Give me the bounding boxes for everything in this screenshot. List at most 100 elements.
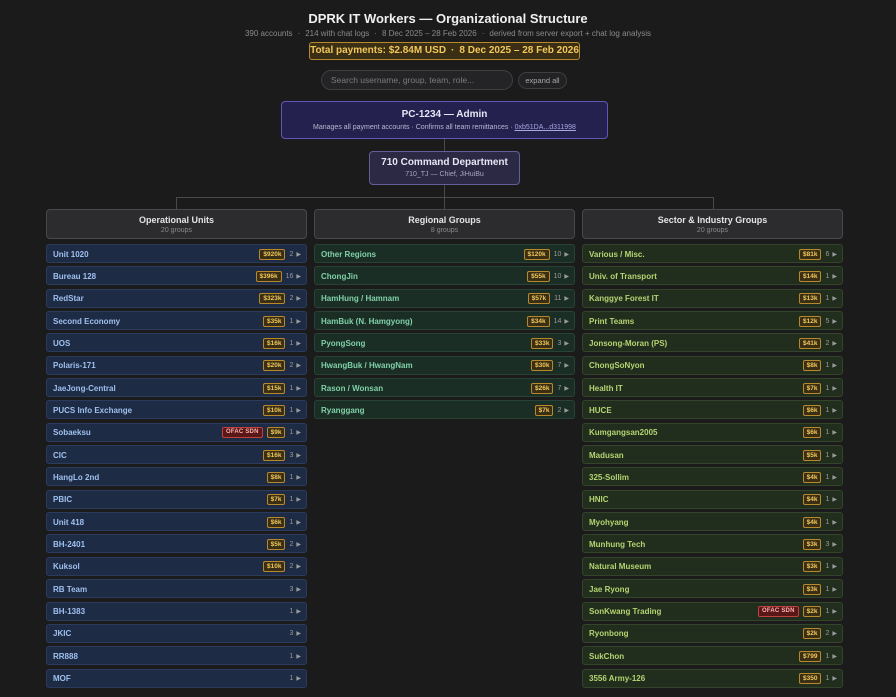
- expand-arrow-icon[interactable]: ▶: [296, 363, 301, 370]
- group-row[interactable]: 3556 Army-126 $350 1 ▶: [582, 668, 843, 688]
- expand-arrow-icon[interactable]: ▶: [296, 385, 301, 392]
- group-row[interactable]: Kuksol $10k 2 ▶: [46, 556, 307, 576]
- expand-arrow-icon[interactable]: ▶: [832, 631, 837, 638]
- expand-arrow-icon[interactable]: ▶: [832, 251, 837, 258]
- group-row[interactable]: PyongSong $33k 3 ▶: [314, 333, 575, 353]
- group-row[interactable]: Other Regions $120k 10 ▶: [314, 244, 575, 263]
- group-row[interactable]: Kumgangsan2005 $6k 1 ▶: [582, 422, 843, 442]
- column-header-ops[interactable]: Operational Units 20 groups: [46, 209, 307, 239]
- group-row[interactable]: Jonsong-Moran (PS) $41k 2 ▶: [582, 333, 843, 353]
- expand-arrow-icon[interactable]: ▶: [296, 631, 301, 638]
- expand-arrow-icon[interactable]: ▶: [832, 609, 837, 615]
- group-row[interactable]: Natural Museum $3k 1 ▶: [582, 556, 843, 576]
- group-row[interactable]: HUCE $6k 1 ▶: [582, 400, 843, 420]
- expand-arrow-icon[interactable]: ▶: [832, 407, 837, 414]
- expand-arrow-icon[interactable]: ▶: [832, 452, 837, 459]
- expand-arrow-icon[interactable]: ▶: [296, 609, 301, 615]
- expand-arrow-icon[interactable]: ▶: [832, 519, 837, 526]
- expand-arrow-icon[interactable]: ▶: [832, 653, 837, 660]
- column-header-sector[interactable]: Sector & Industry Groups 20 groups: [582, 209, 843, 239]
- expand-arrow-icon[interactable]: ▶: [564, 340, 569, 347]
- group-row[interactable]: Univ. of Transport $14k 1 ▶: [582, 266, 843, 286]
- expand-arrow-icon[interactable]: ▶: [296, 430, 301, 437]
- expand-arrow-icon[interactable]: ▶: [296, 586, 301, 593]
- search-input[interactable]: [321, 70, 513, 90]
- group-row[interactable]: Unit 418 $6k 1 ▶: [46, 512, 307, 532]
- expand-arrow-icon[interactable]: ▶: [564, 296, 569, 303]
- expand-arrow-icon[interactable]: ▶: [832, 430, 837, 437]
- expand-arrow-icon[interactable]: ▶: [296, 407, 301, 414]
- group-row[interactable]: Health IT $7k 1 ▶: [582, 378, 843, 398]
- group-row[interactable]: HamBuk (N. Hamgyong) $34k 14 ▶: [314, 311, 575, 331]
- expand-arrow-icon[interactable]: ▶: [296, 296, 301, 303]
- group-row[interactable]: Bureau 128 $396k 16 ▶: [46, 266, 307, 286]
- expand-arrow-icon[interactable]: ▶: [296, 273, 301, 280]
- expand-arrow-icon[interactable]: ▶: [296, 497, 301, 504]
- expand-arrow-icon[interactable]: ▶: [832, 296, 837, 303]
- group-row[interactable]: SukChon $799 1 ▶: [582, 646, 843, 666]
- group-row[interactable]: ChongJin $55k 10 ▶: [314, 266, 575, 286]
- expand-arrow-icon[interactable]: ▶: [832, 340, 837, 347]
- group-row[interactable]: JKIC 3 ▶: [46, 623, 307, 643]
- expand-arrow-icon[interactable]: ▶: [564, 251, 569, 258]
- expand-all-button[interactable]: expand all: [518, 72, 567, 89]
- admin-node[interactable]: PC-1234 — Admin Manages all payment acco…: [281, 101, 608, 139]
- expand-arrow-icon[interactable]: ▶: [832, 474, 837, 481]
- group-row[interactable]: Jae Ryong $3k 1 ▶: [582, 579, 843, 599]
- group-row[interactable]: Myohyang $4k 1 ▶: [582, 512, 843, 532]
- column-header-regional[interactable]: Regional Groups 8 groups: [314, 209, 575, 239]
- group-row[interactable]: RR888 1 ▶: [46, 646, 307, 666]
- group-row[interactable]: Madusan $5k 1 ▶: [582, 445, 843, 465]
- wallet-address-link[interactable]: 0xb51DA...d311998: [514, 124, 576, 131]
- group-row[interactable]: Second Economy $35k 1 ▶: [46, 311, 307, 331]
- expand-arrow-icon[interactable]: ▶: [564, 318, 569, 325]
- group-row[interactable]: Rason / Wonsan $26k 7 ▶: [314, 378, 575, 398]
- group-row[interactable]: HangLo 2nd $8k 1 ▶: [46, 467, 307, 487]
- expand-arrow-icon[interactable]: ▶: [832, 318, 837, 325]
- expand-arrow-icon[interactable]: ▶: [564, 385, 569, 392]
- expand-arrow-icon[interactable]: ▶: [832, 273, 837, 280]
- group-row[interactable]: RB Team 3 ▶: [46, 579, 307, 599]
- expand-arrow-icon[interactable]: ▶: [832, 385, 837, 392]
- expand-arrow-icon[interactable]: ▶: [296, 564, 301, 571]
- group-row[interactable]: CIC $16k 3 ▶: [46, 445, 307, 465]
- group-row[interactable]: MOF 1 ▶: [46, 668, 307, 688]
- group-row[interactable]: HwangBuk / HwangNam $30k 7 ▶: [314, 355, 575, 375]
- expand-arrow-icon[interactable]: ▶: [832, 497, 837, 504]
- group-row[interactable]: Ryanggang $7k 2 ▶: [314, 400, 575, 420]
- expand-arrow-icon[interactable]: ▶: [296, 452, 301, 459]
- expand-arrow-icon[interactable]: ▶: [296, 251, 301, 258]
- expand-arrow-icon[interactable]: ▶: [296, 519, 301, 526]
- expand-arrow-icon[interactable]: ▶: [296, 653, 301, 660]
- expand-arrow-icon[interactable]: ▶: [832, 586, 837, 593]
- expand-arrow-icon[interactable]: ▶: [832, 564, 837, 571]
- expand-arrow-icon[interactable]: ▶: [296, 318, 301, 325]
- group-row[interactable]: UOS $16k 1 ▶: [46, 333, 307, 353]
- expand-arrow-icon[interactable]: ▶: [296, 340, 301, 347]
- group-row[interactable]: Ryonbong $2k 2 ▶: [582, 623, 843, 643]
- group-row[interactable]: Kanggye Forest IT $13k 1 ▶: [582, 288, 843, 308]
- group-row[interactable]: HamHung / Hamnam $57k 11 ▶: [314, 288, 575, 308]
- group-row[interactable]: Print Teams $12k 5 ▶: [582, 311, 843, 331]
- group-row[interactable]: SonKwang Trading OFAC SDN $2k 1 ▶: [582, 601, 843, 621]
- expand-arrow-icon[interactable]: ▶: [564, 273, 569, 280]
- group-row[interactable]: JaeJong-Central $15k 1 ▶: [46, 378, 307, 398]
- expand-arrow-icon[interactable]: ▶: [832, 676, 837, 683]
- group-row[interactable]: Unit 1020 $920k 2 ▶: [46, 244, 307, 263]
- expand-arrow-icon[interactable]: ▶: [296, 474, 301, 481]
- group-row[interactable]: Various / Misc. $81k 6 ▶: [582, 244, 843, 263]
- expand-arrow-icon[interactable]: ▶: [296, 676, 301, 683]
- group-row[interactable]: 325-Sollim $4k 1 ▶: [582, 467, 843, 487]
- group-row[interactable]: ChongSoNyon $8k 1 ▶: [582, 355, 843, 375]
- group-row[interactable]: BH-1383 1 ▶: [46, 601, 307, 621]
- group-row[interactable]: PBIC $7k 1 ▶: [46, 489, 307, 509]
- expand-arrow-icon[interactable]: ▶: [832, 541, 837, 548]
- group-row[interactable]: Polaris-171 $20k 2 ▶: [46, 355, 307, 375]
- expand-arrow-icon[interactable]: ▶: [564, 363, 569, 370]
- expand-arrow-icon[interactable]: ▶: [564, 407, 569, 414]
- group-row[interactable]: HNIC $4k 1 ▶: [582, 489, 843, 509]
- expand-arrow-icon[interactable]: ▶: [296, 541, 301, 548]
- dept-node[interactable]: 710 Command Department 710_TJ — Chief, J…: [369, 151, 520, 185]
- group-row[interactable]: PUCS Info Exchange $10k 1 ▶: [46, 400, 307, 420]
- group-row[interactable]: Sobaeksu OFAC SDN $9k 1 ▶: [46, 422, 307, 442]
